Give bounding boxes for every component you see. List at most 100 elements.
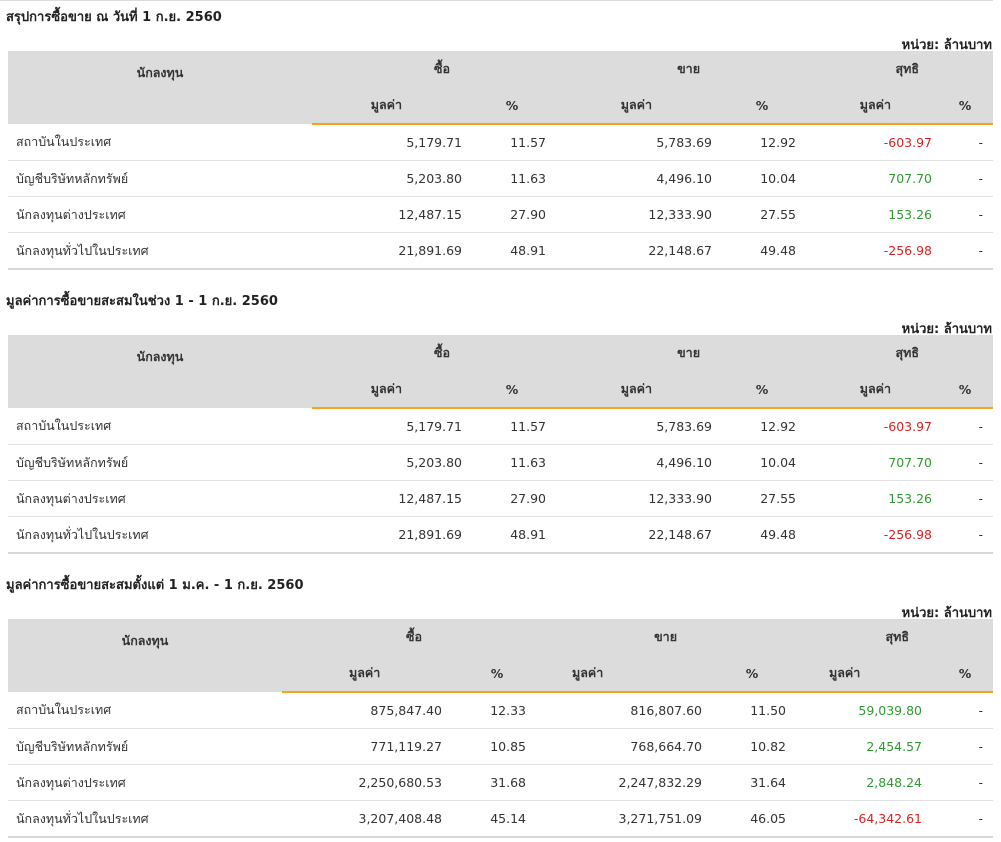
net-value: 59,039.80 bbox=[802, 692, 938, 729]
header-buy-pct: % bbox=[462, 371, 562, 409]
sell-value: 3,271,751.09 bbox=[552, 800, 702, 838]
buy-value: 3,207,408.48 bbox=[282, 800, 442, 838]
sell-value: 4,496.10 bbox=[562, 444, 712, 481]
buy-value: 5,179.71 bbox=[312, 408, 462, 445]
header-net-value: มูลค่า bbox=[802, 655, 938, 693]
unit-label: หน่วย: ล้านบาท bbox=[901, 322, 992, 337]
table-row: สถาบันในประเทศ 5,179.71 11.57 5,783.69 1… bbox=[8, 124, 994, 161]
header-buy-pct: % bbox=[442, 655, 552, 693]
buy-value: 875,847.40 bbox=[282, 692, 442, 729]
net-pct: - bbox=[937, 764, 994, 801]
sell-pct: 27.55 bbox=[712, 196, 813, 233]
net-pct: - bbox=[937, 692, 994, 729]
top-divider bbox=[0, 0, 993, 1]
header-investor: นักลงทุน bbox=[8, 51, 312, 124]
trading-table: นักลงทุน ซื้อ ขาย สุทธิ มูลค่า % มูลค่า … bbox=[8, 619, 994, 838]
table-row: สถาบันในประเทศ 5,179.71 11.57 5,783.69 1… bbox=[8, 408, 994, 445]
buy-value: 21,891.69 bbox=[312, 516, 462, 554]
sell-value: 22,148.67 bbox=[562, 232, 712, 270]
header-sell: ขาย bbox=[562, 335, 813, 371]
sell-pct: 12.92 bbox=[712, 408, 813, 445]
buy-pct: 12.33 bbox=[442, 692, 552, 729]
net-value: -64,342.61 bbox=[802, 800, 938, 838]
header-investor: นักลงทุน bbox=[8, 619, 282, 692]
net-value: 707.70 bbox=[812, 444, 938, 481]
section-title: สรุปการซื้อขาย ณ วันที่ 1 ก.ย. 2560 bbox=[6, 10, 222, 25]
header-sell: ขาย bbox=[552, 619, 803, 655]
sell-pct: 31.64 bbox=[702, 764, 803, 801]
header-sell-value: มูลค่า bbox=[562, 87, 712, 125]
header-investor: นักลงทุน bbox=[8, 335, 312, 408]
header-net: สุทธิ bbox=[812, 335, 994, 371]
buy-pct: 48.91 bbox=[462, 516, 562, 554]
net-pct: - bbox=[937, 516, 994, 554]
header-sell-value: มูลค่า bbox=[562, 371, 712, 409]
investor-name: นักลงทุนทั่วไปในประเทศ bbox=[8, 516, 312, 554]
net-pct: - bbox=[937, 444, 994, 481]
net-pct: - bbox=[937, 232, 994, 270]
buy-pct: 48.91 bbox=[462, 232, 562, 270]
investor-name: นักลงทุนทั่วไปในประเทศ bbox=[8, 800, 282, 838]
sell-pct: 49.48 bbox=[712, 232, 813, 270]
table-row: บัญชีบริษัทหลักทรัพย์ 5,203.80 11.63 4,4… bbox=[8, 160, 994, 197]
buy-pct: 11.63 bbox=[462, 160, 562, 197]
header-net-value: มูลค่า bbox=[812, 371, 938, 409]
buy-pct: 11.63 bbox=[462, 444, 562, 481]
net-value: 707.70 bbox=[812, 160, 938, 197]
sell-pct: 10.04 bbox=[712, 444, 813, 481]
buy-value: 21,891.69 bbox=[312, 232, 462, 270]
header-sell-pct: % bbox=[712, 87, 813, 125]
buy-value: 2,250,680.53 bbox=[282, 764, 442, 801]
net-pct: - bbox=[937, 800, 994, 838]
buy-pct: 31.68 bbox=[442, 764, 552, 801]
buy-pct: 11.57 bbox=[462, 124, 562, 161]
net-value: -256.98 bbox=[812, 232, 938, 270]
sell-value: 2,247,832.29 bbox=[552, 764, 702, 801]
table-row: นักลงทุนต่างประเทศ 2,250,680.53 31.68 2,… bbox=[8, 764, 994, 801]
investor-name: สถาบันในประเทศ bbox=[8, 408, 312, 445]
header-net-pct: % bbox=[937, 371, 994, 409]
header-buy: ซื้อ bbox=[282, 619, 552, 655]
investor-name: นักลงทุนต่างประเทศ bbox=[8, 480, 312, 517]
table-row: บัญชีบริษัทหลักทรัพย์ 771,119.27 10.85 7… bbox=[8, 728, 994, 765]
buy-value: 5,179.71 bbox=[312, 124, 462, 161]
net-value: -603.97 bbox=[812, 124, 938, 161]
table-row: นักลงทุนต่างประเทศ 12,487.15 27.90 12,33… bbox=[8, 480, 994, 517]
unit-label: หน่วย: ล้านบาท bbox=[901, 606, 992, 621]
trading-table: นักลงทุน ซื้อ ขาย สุทธิ มูลค่า % มูลค่า … bbox=[8, 51, 994, 270]
table-row: นักลงทุนทั่วไปในประเทศ 21,891.69 48.91 2… bbox=[8, 232, 994, 270]
net-pct: - bbox=[937, 124, 994, 161]
investor-name: สถาบันในประเทศ bbox=[8, 124, 312, 161]
sell-pct: 12.92 bbox=[712, 124, 813, 161]
header-net-pct: % bbox=[937, 87, 994, 125]
buy-pct: 11.57 bbox=[462, 408, 562, 445]
header-buy-value: มูลค่า bbox=[312, 371, 462, 409]
sell-value: 5,783.69 bbox=[562, 408, 712, 445]
header-buy: ซื้อ bbox=[312, 51, 562, 87]
buy-value: 5,203.80 bbox=[312, 160, 462, 197]
sell-pct: 27.55 bbox=[712, 480, 813, 517]
sell-value: 12,333.90 bbox=[562, 196, 712, 233]
sell-pct: 49.48 bbox=[712, 516, 813, 554]
table-row: สถาบันในประเทศ 875,847.40 12.33 816,807.… bbox=[8, 692, 994, 729]
net-pct: - bbox=[937, 408, 994, 445]
header-sell-value: มูลค่า bbox=[552, 655, 702, 693]
sell-value: 816,807.60 bbox=[552, 692, 702, 729]
section-title: มูลค่าการซื้อขายสะสมในช่วง 1 - 1 ก.ย. 25… bbox=[6, 294, 278, 309]
header-net-value: มูลค่า bbox=[812, 87, 938, 125]
trading-table: นักลงทุน ซื้อ ขาย สุทธิ มูลค่า % มูลค่า … bbox=[8, 335, 994, 554]
sell-pct: 10.04 bbox=[712, 160, 813, 197]
header-buy-pct: % bbox=[462, 87, 562, 125]
table-row: นักลงทุนทั่วไปในประเทศ 21,891.69 48.91 2… bbox=[8, 516, 994, 554]
header-buy: ซื้อ bbox=[312, 335, 562, 371]
investor-name: บัญชีบริษัทหลักทรัพย์ bbox=[8, 728, 282, 765]
buy-value: 12,487.15 bbox=[312, 480, 462, 517]
investor-name: นักลงทุนต่างประเทศ bbox=[8, 764, 282, 801]
net-value: 153.26 bbox=[812, 480, 938, 517]
investor-name: นักลงทุนต่างประเทศ bbox=[8, 196, 312, 233]
net-pct: - bbox=[937, 728, 994, 765]
buy-value: 12,487.15 bbox=[312, 196, 462, 233]
header-buy-value: มูลค่า bbox=[312, 87, 462, 125]
header-sell-pct: % bbox=[702, 655, 803, 693]
table-row: นักลงทุนทั่วไปในประเทศ 3,207,408.48 45.1… bbox=[8, 800, 994, 838]
